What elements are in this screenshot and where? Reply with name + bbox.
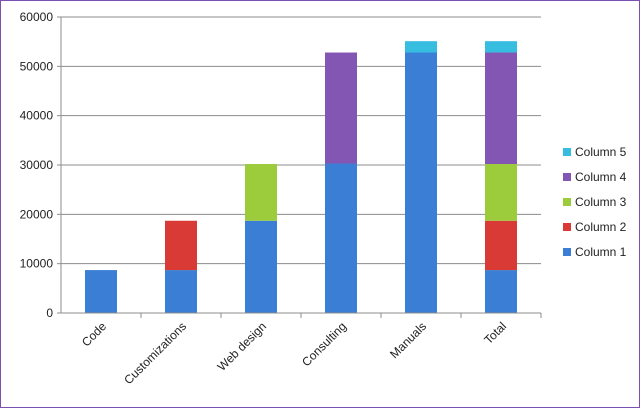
bars [85,41,517,314]
y-tick-label: 60000 [20,10,54,24]
bar-segment [165,220,197,271]
legend-label: Column 5 [575,145,627,159]
legend-swatch [563,198,571,206]
legend-swatch [563,223,571,231]
gridlines [61,16,541,265]
y-tick-labels: 0 10000 20000 30000 40000 50000 60000 [20,10,54,320]
legend-swatch [563,148,571,156]
legend-label: Column 4 [575,170,627,184]
legend-label: Column 2 [575,220,627,234]
y-tick-label: 40000 [20,109,54,123]
bar-segment [85,270,117,313]
bar-segment [405,52,437,314]
bar-segment [165,270,197,313]
legend-swatch [563,173,571,181]
y-tick-label: 10000 [20,257,54,271]
y-tick-label: 50000 [20,59,54,73]
y-tick-label: 20000 [20,207,54,221]
bar-segment [485,52,517,165]
bar-segment [325,52,357,164]
x-tick-label: Customizations [121,319,189,387]
legend-label: Column 3 [575,195,627,209]
y-tick-label: 0 [46,306,53,320]
bar-segment [485,41,517,53]
x-tick-label: Manuals [387,319,429,361]
x-tick-label: Consulting [299,319,349,369]
bar-segment [485,164,517,221]
legend-swatch [563,248,571,256]
bar-segment [405,41,437,53]
bar-segment [485,270,517,313]
legend-label: Column 1 [575,245,627,259]
bar-segment [245,220,277,313]
x-tick-label: Code [79,319,109,349]
bar-segment [485,220,517,271]
x-tick-label: Web design [215,319,270,374]
bar-segment [245,164,277,221]
x-tick-label: Total [481,319,509,347]
axes [57,16,542,318]
bar-segment [325,163,357,313]
x-tick-labels: Code Customizations Web design Consulting Ma… [79,319,509,387]
y-tick-label: 30000 [20,158,54,172]
legend: Column 5 Column 4 Column 3 Column 2 Column 1 [563,145,627,259]
